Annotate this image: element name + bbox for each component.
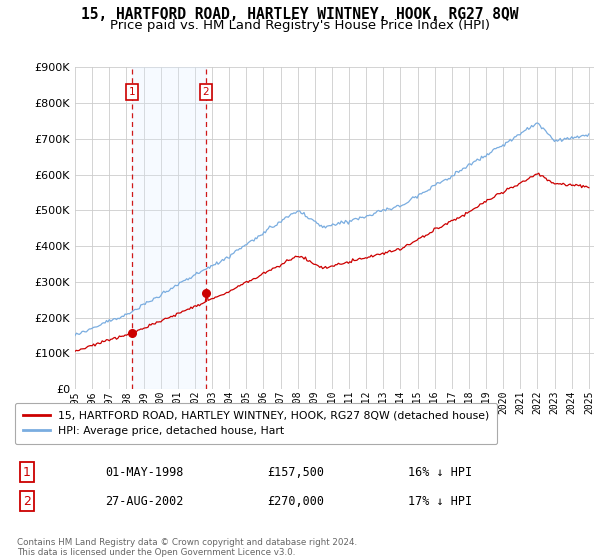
Text: 01-MAY-1998: 01-MAY-1998 [105,465,184,479]
Text: 2: 2 [203,87,209,97]
Text: 16% ↓ HPI: 16% ↓ HPI [408,465,472,479]
Text: 1: 1 [23,465,31,479]
Legend: 15, HARTFORD ROAD, HARTLEY WINTNEY, HOOK, RG27 8QW (detached house), HPI: Averag: 15, HARTFORD ROAD, HARTLEY WINTNEY, HOOK… [15,403,497,444]
Text: 2: 2 [23,494,31,508]
Text: 27-AUG-2002: 27-AUG-2002 [105,494,184,508]
Text: 15, HARTFORD ROAD, HARTLEY WINTNEY, HOOK, RG27 8QW: 15, HARTFORD ROAD, HARTLEY WINTNEY, HOOK… [81,7,519,22]
Text: Price paid vs. HM Land Registry's House Price Index (HPI): Price paid vs. HM Land Registry's House … [110,19,490,32]
Text: 1: 1 [129,87,136,97]
Text: 17% ↓ HPI: 17% ↓ HPI [408,494,472,508]
Text: Contains HM Land Registry data © Crown copyright and database right 2024.
This d: Contains HM Land Registry data © Crown c… [17,538,357,557]
Text: £157,500: £157,500 [267,465,324,479]
Text: £270,000: £270,000 [267,494,324,508]
Bar [132,67,206,389]
